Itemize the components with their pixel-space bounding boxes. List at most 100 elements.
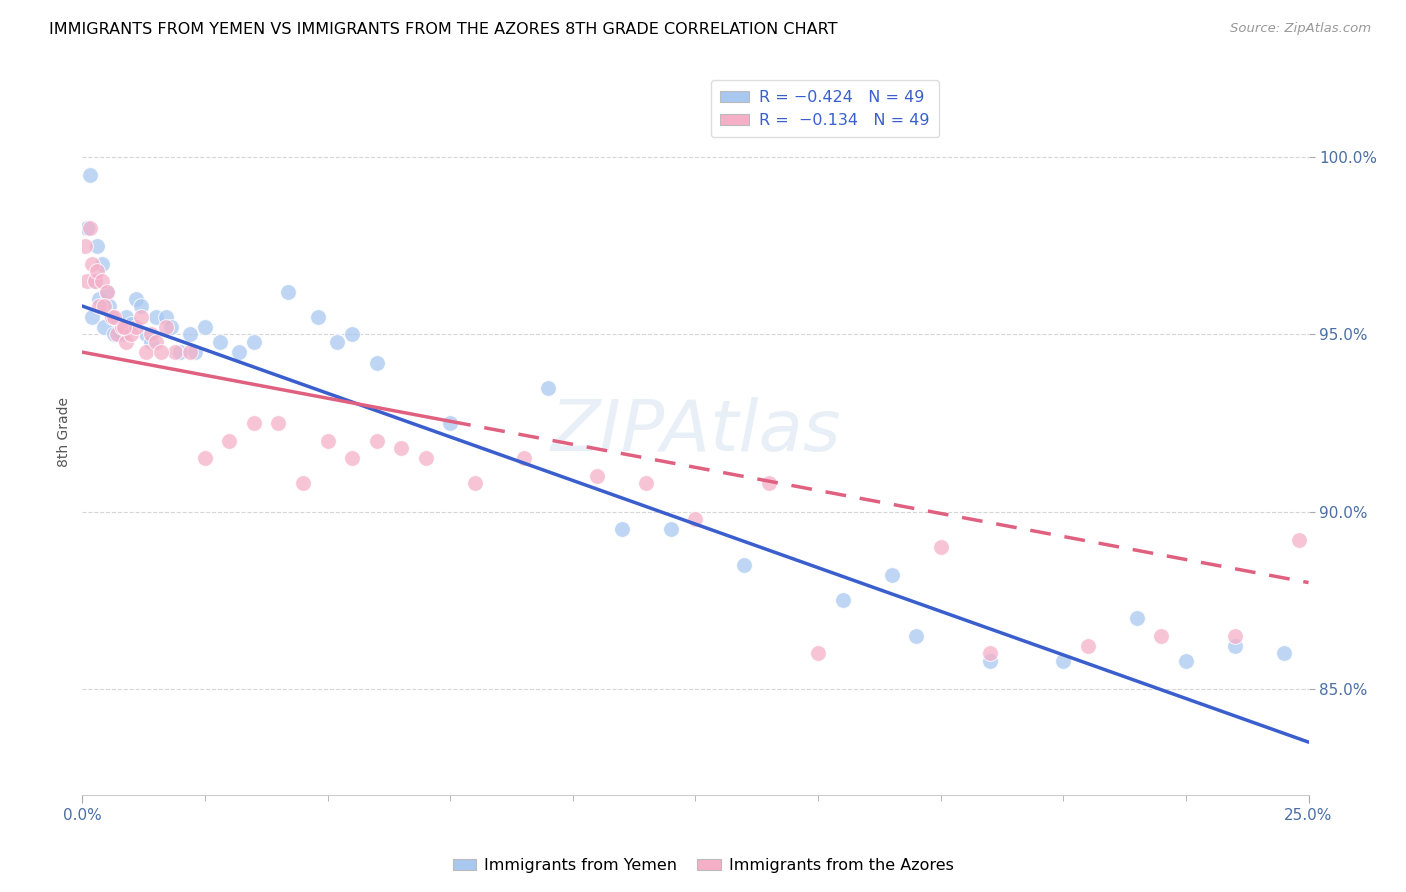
Point: [979, 654, 1001, 668]
Point: [149, 345, 172, 359]
Point: [120, 317, 142, 331]
Point: [105, 327, 128, 342]
Point: [115, 310, 138, 324]
Point: [96, 285, 118, 299]
Point: [218, 434, 240, 448]
Point: [389, 441, 412, 455]
Text: ZIPAtlas: ZIPAtlas: [550, 398, 841, 467]
Point: [145, 334, 167, 349]
Point: [243, 334, 266, 349]
Point: [139, 334, 162, 349]
Point: [586, 469, 609, 483]
Point: [208, 334, 231, 349]
Point: [243, 416, 266, 430]
Point: [115, 334, 138, 349]
Point: [89, 292, 111, 306]
Point: [415, 451, 437, 466]
Point: [733, 558, 755, 572]
Point: [96, 285, 118, 299]
Point: [979, 647, 1001, 661]
Point: [83, 274, 105, 288]
Point: [155, 320, 177, 334]
Point: [1126, 611, 1149, 625]
Point: [120, 327, 142, 342]
Point: [316, 434, 339, 448]
Point: [277, 285, 299, 299]
Point: [1272, 647, 1295, 661]
Text: Source: ZipAtlas.com: Source: ZipAtlas.com: [1230, 22, 1371, 36]
Point: [159, 320, 181, 334]
Point: [90, 274, 112, 288]
Point: [758, 476, 780, 491]
Point: [105, 320, 128, 334]
Point: [1174, 654, 1197, 668]
Point: [100, 310, 122, 324]
Point: [807, 647, 830, 661]
Legend: Immigrants from Yemen, Immigrants from the Azores: Immigrants from Yemen, Immigrants from t…: [446, 852, 960, 880]
Point: [1150, 629, 1173, 643]
Point: [685, 512, 707, 526]
Point: [179, 327, 201, 342]
Point: [194, 451, 217, 466]
Point: [125, 320, 148, 334]
Point: [89, 299, 111, 313]
Point: [326, 334, 349, 349]
Point: [165, 345, 187, 359]
Point: [292, 476, 315, 491]
Point: [103, 327, 125, 342]
Point: [1223, 629, 1246, 643]
Point: [228, 345, 250, 359]
Point: [636, 476, 658, 491]
Point: [340, 327, 363, 342]
Point: [464, 476, 486, 491]
Point: [129, 299, 152, 313]
Point: [179, 345, 201, 359]
Point: [139, 327, 162, 342]
Point: [1223, 640, 1246, 654]
Legend: R = −0.424   N = 49, R =  −0.134   N = 49: R = −0.424 N = 49, R = −0.134 N = 49: [711, 80, 939, 137]
Point: [98, 299, 121, 313]
Point: [512, 451, 534, 466]
Text: IMMIGRANTS FROM YEMEN VS IMMIGRANTS FROM THE AZORES 8TH GRADE CORRELATION CHART: IMMIGRANTS FROM YEMEN VS IMMIGRANTS FROM…: [49, 22, 838, 37]
Point: [93, 320, 115, 334]
Point: [267, 416, 290, 430]
Point: [169, 345, 191, 359]
Point: [135, 345, 157, 359]
Point: [129, 310, 152, 324]
Point: [537, 381, 560, 395]
Point: [79, 221, 101, 235]
Point: [439, 416, 461, 430]
Point: [110, 320, 132, 334]
Point: [905, 629, 928, 643]
Point: [112, 320, 135, 334]
Point: [110, 327, 132, 342]
Point: [79, 168, 101, 182]
Point: [831, 593, 853, 607]
Point: [76, 221, 98, 235]
Y-axis label: 8th Grade: 8th Grade: [58, 397, 72, 467]
Point: [307, 310, 329, 324]
Point: [610, 522, 633, 536]
Point: [82, 310, 104, 324]
Point: [194, 320, 217, 334]
Point: [155, 310, 177, 324]
Point: [1077, 640, 1099, 654]
Point: [366, 434, 388, 448]
Point: [93, 299, 115, 313]
Point: [1288, 533, 1310, 547]
Point: [100, 310, 122, 324]
Point: [86, 239, 108, 253]
Point: [145, 310, 167, 324]
Point: [1052, 654, 1074, 668]
Point: [82, 256, 104, 270]
Point: [83, 274, 105, 288]
Point: [184, 345, 207, 359]
Point: [340, 451, 363, 466]
Point: [76, 274, 98, 288]
Point: [73, 239, 96, 253]
Point: [86, 263, 108, 277]
Point: [880, 568, 903, 582]
Point: [125, 292, 148, 306]
Point: [929, 540, 952, 554]
Point: [659, 522, 682, 536]
